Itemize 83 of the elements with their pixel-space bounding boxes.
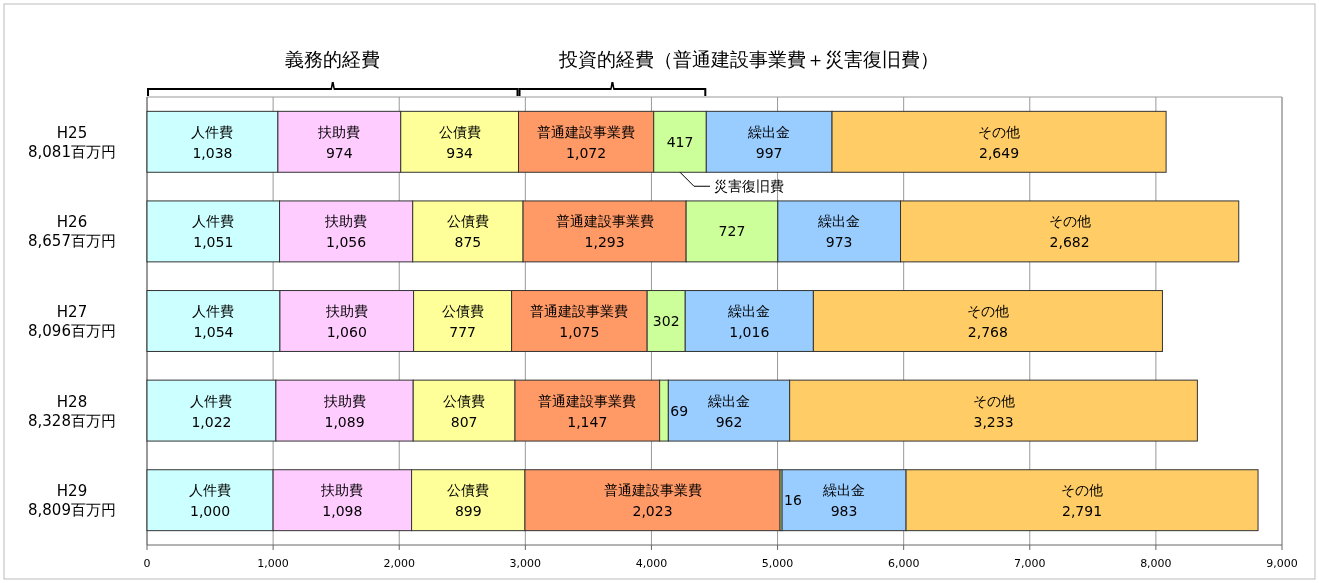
data-label: 1,293: [584, 234, 625, 251]
series-label: 人件費: [192, 303, 235, 319]
data-label: 1,051: [193, 234, 234, 251]
text: 公債費: [447, 482, 490, 499]
data-label: 1,054: [193, 324, 234, 340]
x-tick-label: 2,000: [383, 557, 415, 570]
series-label: その他: [966, 303, 1009, 319]
text: 繰出金: [748, 123, 791, 140]
x-tick-label: 5,000: [761, 557, 794, 570]
text: 人件費: [190, 392, 233, 409]
text: 公債費: [438, 123, 481, 140]
x-tick-label: 8,000: [1140, 557, 1172, 570]
text: 普通建設事業費: [555, 213, 654, 230]
series-label: 公債費: [441, 303, 484, 319]
series-label: 扶助費: [324, 303, 368, 319]
data-label: 2,023: [632, 503, 673, 520]
text: 普通建設事業費: [538, 392, 637, 409]
annotation: 災害復旧費: [714, 178, 785, 195]
text: 扶助費: [323, 392, 366, 409]
data-label: 974: [325, 144, 353, 161]
data-label: 1,098: [322, 503, 363, 520]
data-label: 875: [454, 234, 482, 251]
data-label: 777: [449, 324, 476, 340]
text: その他: [1048, 213, 1091, 230]
data-label: 417: [666, 133, 694, 150]
x-tick-label: 4,000: [635, 557, 668, 570]
data-label: 1,089: [324, 413, 365, 430]
data-label: 962: [715, 413, 743, 430]
text: 義務的経費: [285, 48, 381, 70]
data-label: 1,072: [566, 144, 607, 161]
x-tick-label: 0: [143, 557, 151, 570]
x-tick-label: 3,000: [509, 557, 542, 570]
text: その他: [972, 392, 1015, 409]
text: 人件費: [192, 213, 235, 230]
text: 人件費: [189, 482, 232, 499]
data-label: 807: [450, 413, 478, 430]
data-label: 2,682: [1049, 234, 1090, 251]
data-label: 1,000: [190, 503, 231, 520]
text: 公債費: [443, 392, 486, 409]
data-label: 69: [670, 402, 689, 419]
data-label: 1,022: [191, 413, 232, 430]
data-label: 1,147: [567, 413, 608, 430]
series-label: 普通建設事業費: [530, 303, 629, 319]
data-label: 2,649: [979, 144, 1020, 161]
y-tick-label: H27 8,096百万円: [28, 303, 116, 340]
data-label: 16: [784, 492, 802, 509]
data-label: 997: [755, 144, 783, 161]
data-label: 2,768: [967, 324, 1008, 340]
y-tick-label: H28 8,328百万円: [28, 392, 116, 430]
data-label: 302: [652, 313, 680, 329]
text: 繰出金: [818, 213, 861, 230]
data-label: 2,791: [1062, 503, 1103, 520]
text: その他: [978, 123, 1021, 140]
text: 繰出金: [708, 392, 750, 409]
x-tick-label: 7,000: [1014, 557, 1046, 570]
data-label: 1,060: [326, 324, 367, 340]
data-label: 1,056: [326, 234, 367, 251]
data-label: 899: [454, 503, 482, 520]
data-label: 934: [446, 144, 474, 161]
text: 扶助費: [325, 213, 368, 230]
text: 人件費: [191, 123, 234, 140]
text: 扶助費: [318, 123, 361, 140]
text: 公債費: [446, 213, 489, 230]
data-label: 1,038: [192, 144, 233, 161]
y-tick-label: H25 8,081百万円: [28, 123, 116, 161]
data-label: 973: [825, 234, 853, 251]
x-tick-label: 6,000: [887, 557, 920, 570]
data-label: 727: [718, 223, 746, 240]
text: 投資的経費（普通建設事業費＋災害復旧費）: [557, 48, 939, 70]
text: 繰出金: [823, 482, 866, 499]
y-tick-label: H26 8,657百万円: [28, 213, 116, 251]
text: その他: [1061, 482, 1104, 499]
text: 扶助費: [321, 482, 364, 499]
text: 普通建設事業費: [537, 123, 636, 140]
text: 普通建設事業費: [603, 482, 702, 499]
series-label: 繰出金: [727, 303, 771, 319]
x-tick-label: 1,000: [257, 557, 289, 570]
data-label: 1,075: [559, 324, 600, 340]
data-label: 3,233: [973, 413, 1014, 430]
data-label: 983: [830, 503, 858, 520]
x-tick-label: 9,000: [1266, 557, 1298, 570]
data-label: 1,016: [729, 324, 770, 340]
y-tick-label: H29 8,809百万円: [28, 482, 116, 520]
